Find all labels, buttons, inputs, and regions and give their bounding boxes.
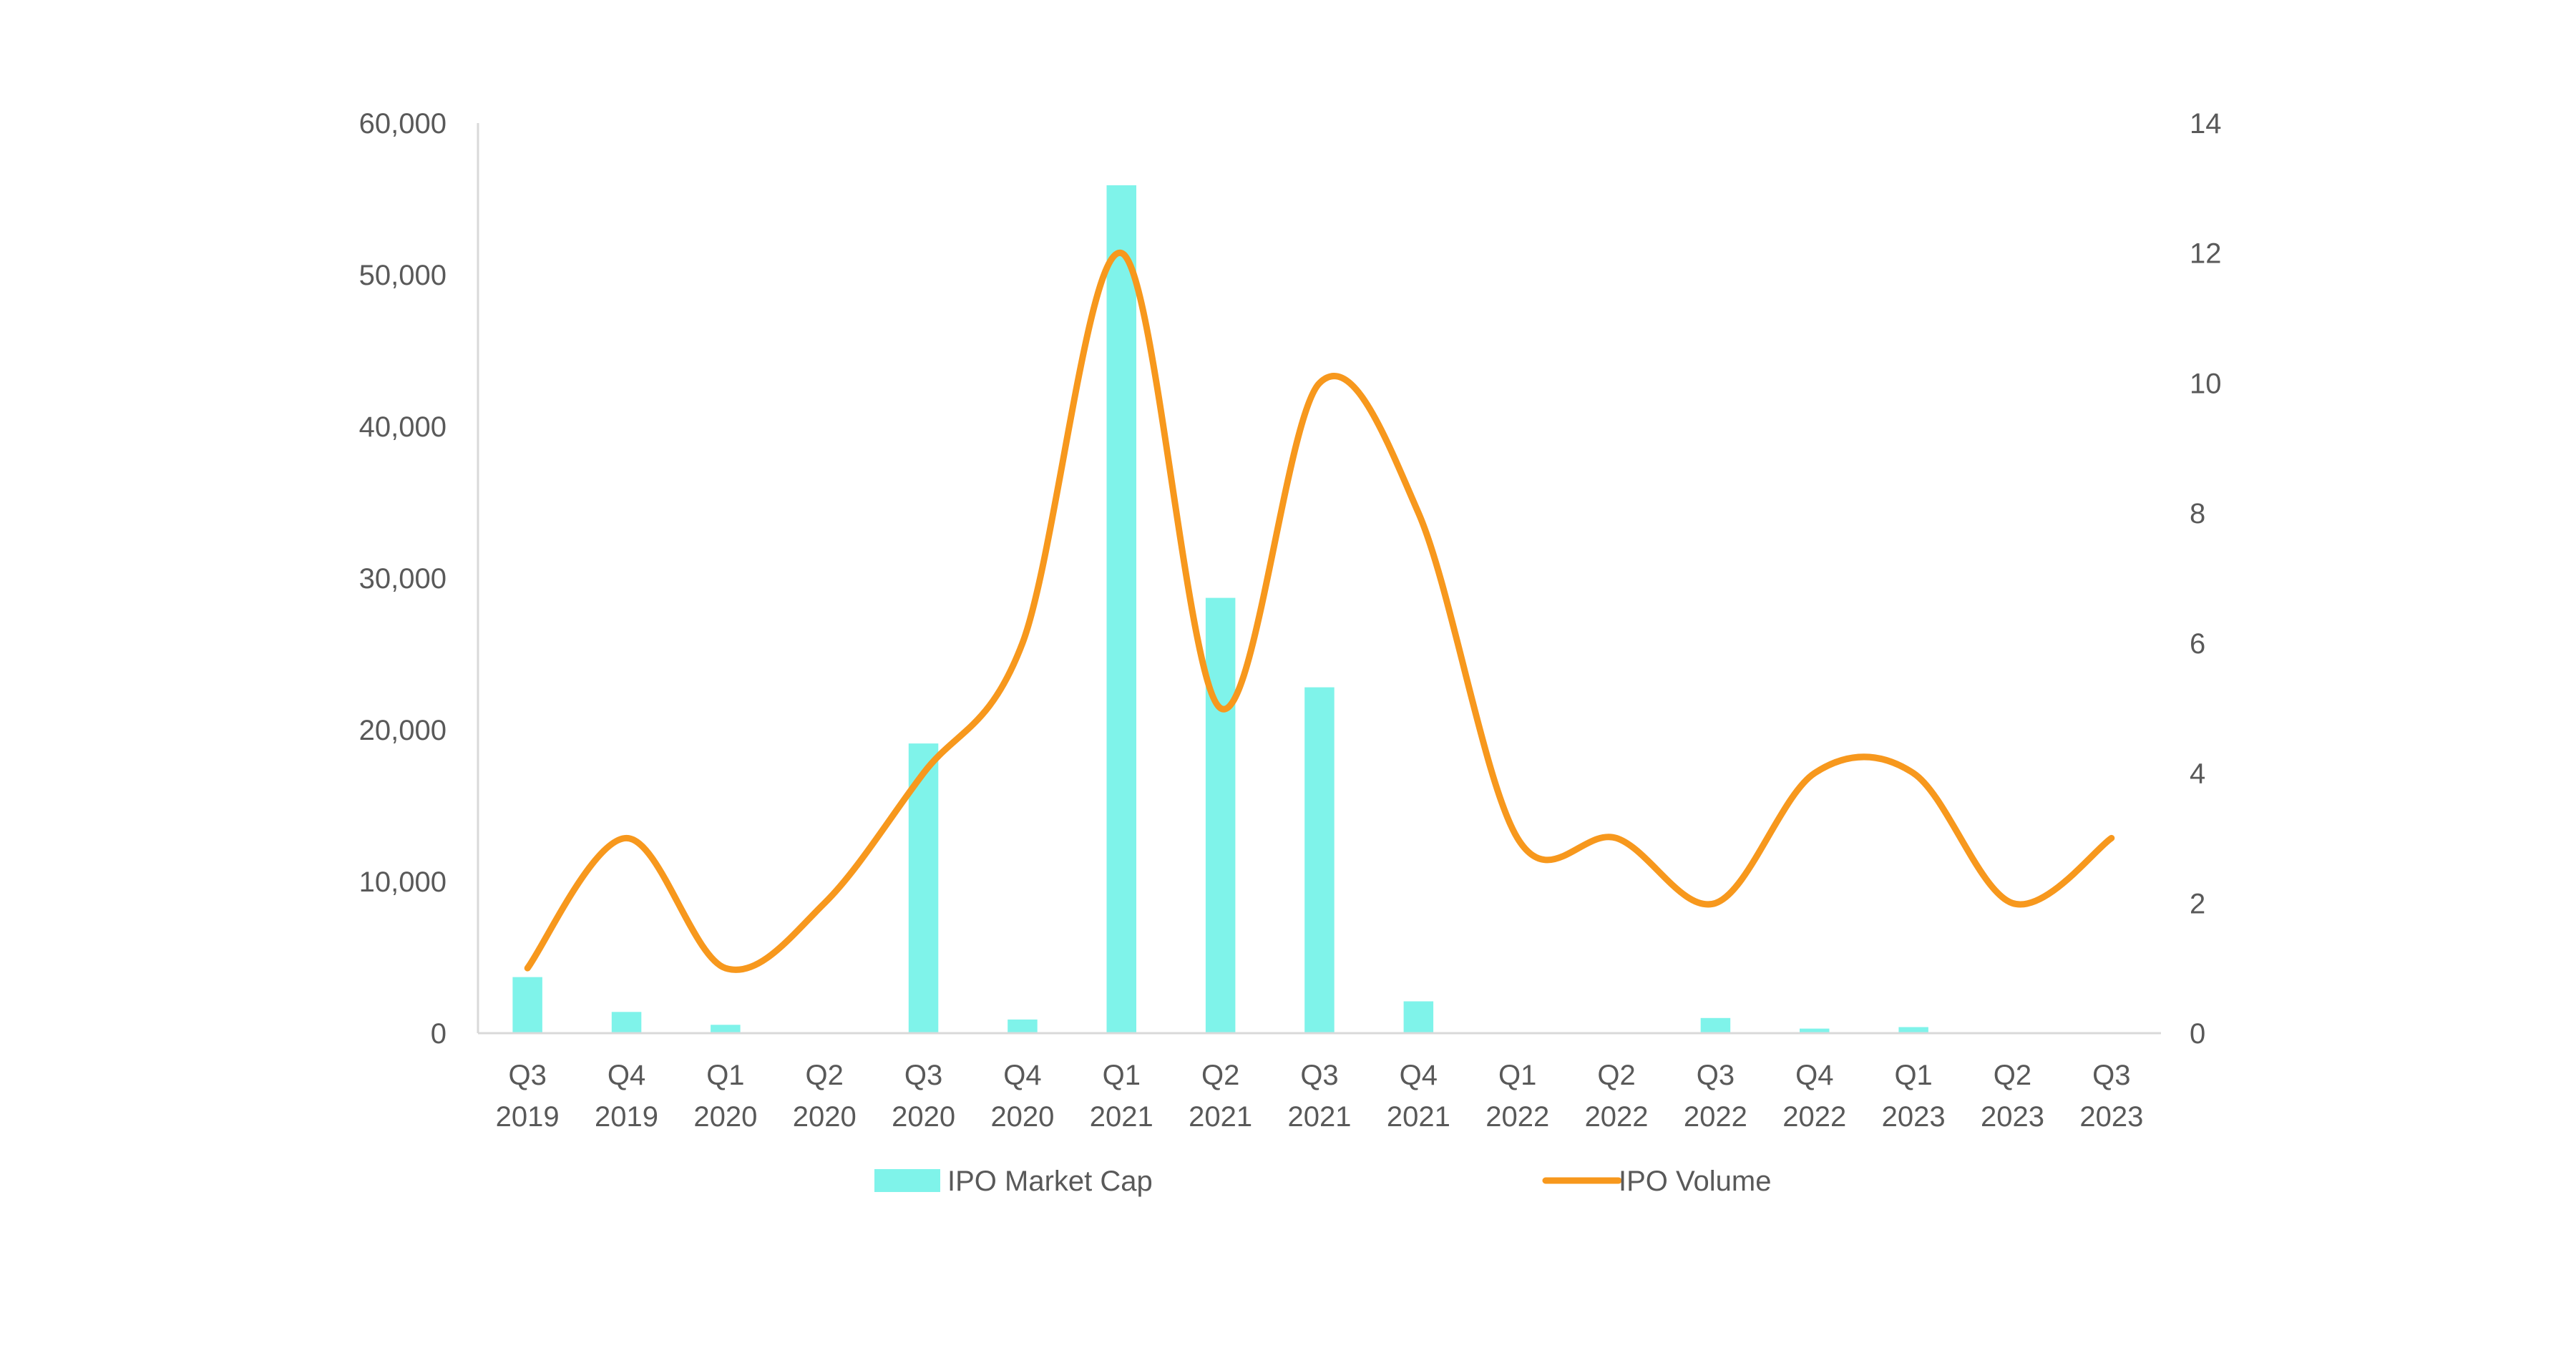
x-axis-tick-label: Q3 2019 [496, 1060, 560, 1133]
x-axis-tick-label: Q4 2019 [595, 1060, 658, 1133]
x-axis-tick-label: Q3 2022 [1684, 1060, 1747, 1133]
bar-ipo-market-cap-5 [1008, 1019, 1038, 1033]
x-axis-tick-label: Q3 2020 [892, 1060, 955, 1133]
legend-label-volume: IPO Volume [1619, 1166, 1771, 1197]
x-axis-tick-label: Q1 2023 [1882, 1060, 1946, 1133]
right-axis-tick-label: 14 [2190, 108, 2222, 140]
left-axis-tick-label: 10,000 [359, 866, 447, 898]
x-axis-tick-label: Q2 2021 [1189, 1060, 1252, 1133]
left-axis-tick-label: 40,000 [359, 411, 447, 443]
bar-ipo-market-cap-13 [1800, 1028, 1830, 1033]
left-axis-tick-label: 20,000 [359, 715, 447, 746]
x-axis-tick-label: Q1 2021 [1090, 1060, 1153, 1133]
legend: IPO Market Cap IPO Volume [874, 1166, 1771, 1197]
bar-ipo-market-cap-1 [611, 1012, 642, 1033]
x-axis-tick-label: Q1 2022 [1485, 1060, 1549, 1133]
bar-ipo-market-cap-7 [1205, 597, 1236, 1033]
bar-ipo-market-cap-2 [711, 1025, 741, 1033]
right-axis-tick-label: 4 [2190, 758, 2205, 790]
series-line-ipo-volume [524, 250, 2115, 973]
bar-ipo-market-cap-9 [1403, 1001, 1434, 1033]
right-axis-tick-label: 2 [2190, 888, 2205, 919]
right-axis-tick-label: 6 [2190, 628, 2205, 660]
right-axis-tick-label: 8 [2190, 498, 2205, 529]
bars-layer [512, 185, 1928, 1033]
left-axis-tick-label: 60,000 [359, 108, 447, 140]
x-axis-tick-label: Q4 2020 [990, 1060, 1054, 1133]
left-axis-tick-label: 0 [431, 1018, 447, 1050]
x-axis-tick-label: Q2 2020 [793, 1060, 857, 1133]
x-axis-tick-label: Q3 2021 [1288, 1060, 1352, 1133]
x-axis-tick-labels: Q3 2019 Q4 2019 Q1 2020 Q2 2020 Q3 2020 Q4 2020 Q1 20… [496, 1060, 2144, 1133]
bar-ipo-market-cap-6 [1106, 185, 1136, 1033]
x-axis-tick-label: Q2 2022 [1585, 1060, 1649, 1133]
x-axis-tick-label: Q3 2023 [2079, 1060, 2143, 1133]
bar-ipo-market-cap-8 [1304, 687, 1335, 1033]
x-axis-tick-label: Q4 2022 [1782, 1060, 1846, 1133]
left-axis-tick-labels: 0 10,000 20,000 30,000 40,000 50,000 60,000 [359, 108, 447, 1050]
legend-label-market-cap: IPO Market Cap [947, 1166, 1153, 1197]
left-axis-tick-label: 50,000 [359, 260, 447, 291]
bar-ipo-market-cap-0 [512, 977, 542, 1033]
left-axis-tick-label: 30,000 [359, 563, 447, 595]
axes-layer [477, 123, 2161, 1035]
right-axis-tick-label: 0 [2190, 1018, 2205, 1050]
right-axis-tick-labels: 0 2 4 6 8 10 12 14 [2190, 108, 2222, 1050]
bar-ipo-market-cap-12 [1700, 1017, 1731, 1033]
x-axis-tick-label: Q4 2021 [1387, 1060, 1450, 1133]
right-axis-tick-label: 12 [2190, 238, 2222, 270]
line-layer [524, 250, 2115, 973]
x-axis-tick-label: Q2 2023 [1981, 1060, 2044, 1133]
right-axis-tick-label: 10 [2190, 368, 2222, 399]
legend-swatch-bar [874, 1169, 940, 1192]
bar-ipo-market-cap-14 [1898, 1027, 1928, 1033]
x-axis-tick-label: Q1 2020 [693, 1060, 757, 1133]
